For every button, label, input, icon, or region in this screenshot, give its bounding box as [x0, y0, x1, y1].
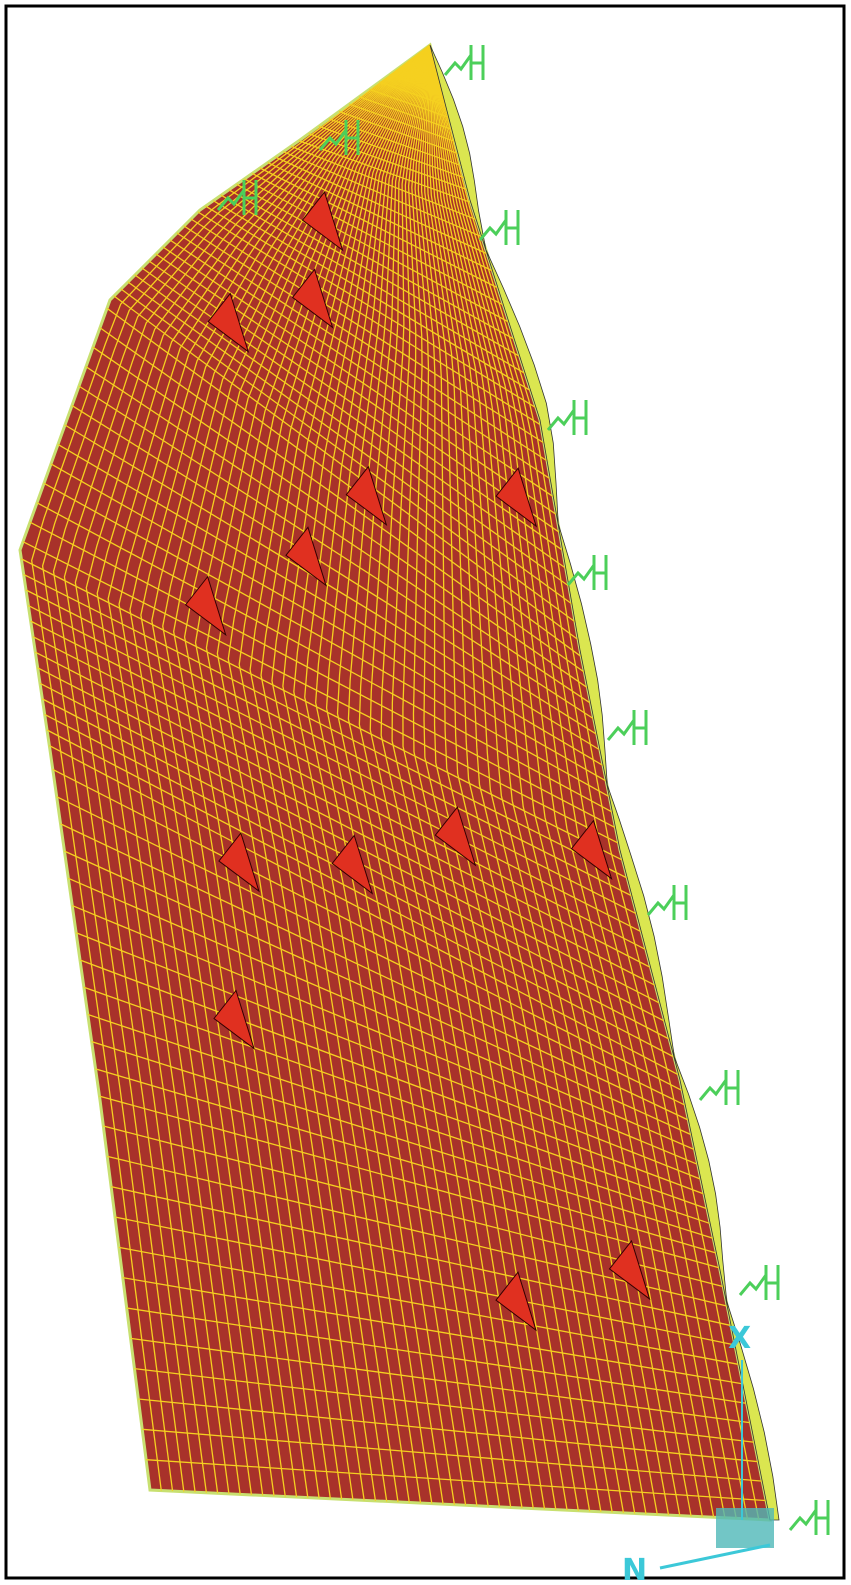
page: X N (() => { const data = JSON.parse(doc… [0, 0, 851, 1585]
model-view: X N [0, 0, 851, 1585]
axis-label: N [622, 1553, 647, 1585]
axis-box [716, 1508, 774, 1548]
axis-label: X [728, 1321, 751, 1356]
